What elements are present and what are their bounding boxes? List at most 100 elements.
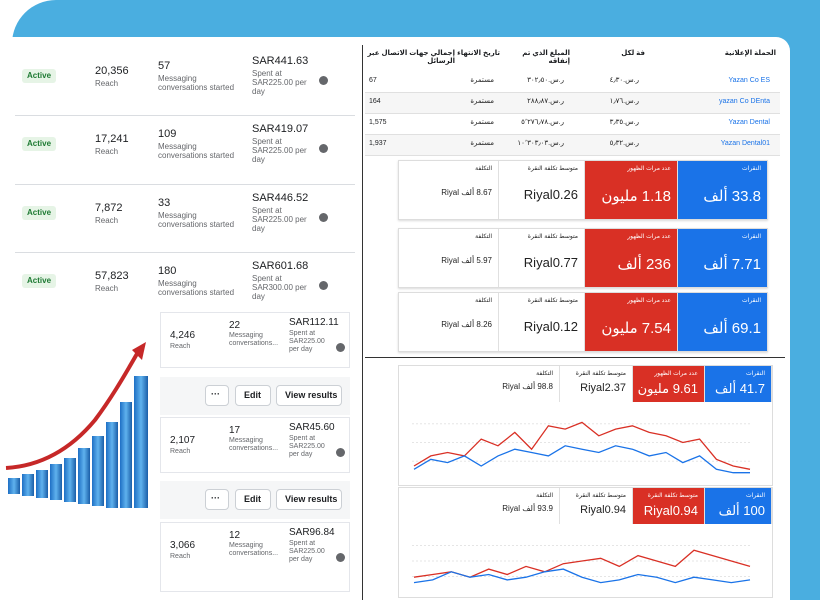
metric-label: متوسط تكلفة النقرة [647, 493, 698, 499]
view-results-label: View results [285, 494, 338, 504]
metric-value: 236 ألف [617, 256, 671, 273]
info-icon[interactable] [319, 76, 328, 85]
table-row [365, 72, 780, 93]
metric-label: النقرات [742, 298, 761, 304]
metric-label: التكلفة [475, 234, 492, 240]
chart-panel [398, 487, 773, 598]
info-icon[interactable] [319, 281, 328, 290]
status-badge: Active [22, 206, 56, 220]
metric-clicks: النقرات 100 ألف [705, 488, 772, 524]
reach-label: Reach [170, 343, 191, 350]
metric-impr: عدد مرات الظهور 7.54 مليون [585, 293, 678, 351]
series-line [413, 421, 751, 470]
messages-label: Messaging conversations started [158, 74, 235, 93]
table-row [365, 135, 780, 156]
spent-value: SAR446.52 [252, 192, 309, 204]
table-cell: 164 [369, 98, 381, 105]
budget: Spent at SAR300.00 per day [252, 274, 307, 302]
campaign-link: Yazan Co ES [728, 77, 770, 84]
reach-value: 17,241 [95, 133, 129, 145]
reach-label: Reach [95, 284, 119, 293]
table-cell: 67 [369, 77, 377, 84]
metric-impr: عدد مرات الظهور 236 ألف [585, 229, 678, 287]
metric-label: متوسط تكلفة النقرة [575, 493, 626, 499]
growth-illustration [5, 342, 148, 508]
metric-value: 93.9 ألف Riyal [502, 504, 553, 513]
reach-label: Reach [170, 553, 191, 560]
table-cell: ر.س.٥٫٣٢ [609, 140, 639, 147]
reach-value: 2,107 [170, 435, 196, 446]
budget: Spent at SAR225.00 per day [289, 330, 325, 354]
row-separator [15, 184, 355, 185]
metric-value: Riyal0.77 [523, 255, 578, 270]
metric-value: 41.7 ألف [715, 381, 765, 396]
messages-label: Messaging conversations... [229, 437, 279, 453]
more-button[interactable]: ··· [205, 385, 229, 406]
table-cell: ر.س.٢٨٨٫٨٧ [527, 98, 564, 105]
budget: Spent at SAR225.00 per day [252, 137, 307, 165]
metric-label: عدد مرات الظهور [627, 166, 671, 172]
view-results-label: View results [285, 390, 338, 400]
edit-button[interactable]: Edit [235, 489, 271, 510]
table-cell: مستمرة [470, 98, 494, 105]
campaign-link: yazan Co DEnta [719, 98, 770, 105]
table-cell: مستمرة [470, 77, 494, 84]
reach-label: Reach [95, 79, 119, 88]
table-cell: ر.س.٥٬٢٧٦٫٧٨ [521, 119, 564, 126]
metric-label: عدد مرات الظهور [654, 371, 698, 377]
series-line [413, 445, 750, 474]
metric-label: النقرات [746, 493, 765, 499]
table-cell: مستمرة [470, 140, 494, 147]
reach-value: 57,823 [95, 270, 129, 282]
info-icon[interactable] [319, 144, 328, 153]
table-header-cell: إجمالي جهات الاتصال عبر الرسائل [367, 50, 455, 66]
budget: Spent at SAR225.00 per day [289, 540, 325, 564]
metric-value: 33.8 ألف [703, 188, 761, 205]
status-badge: Active [22, 274, 56, 288]
metric-label: عدد مرات الظهور [627, 298, 671, 304]
spent-value: SAR441.63 [252, 55, 309, 67]
table-cell: ر.س.٣٠٢٫٥٠ [527, 77, 564, 84]
reach-value: 4,246 [170, 330, 196, 341]
info-icon[interactable] [336, 343, 345, 352]
metric-label: التكلفة [475, 166, 492, 172]
info-icon[interactable] [336, 553, 345, 562]
spent-value: SAR112.11 [289, 317, 339, 328]
table-row [365, 93, 780, 114]
table-cell: ر.س.٣٫٣٥ [609, 119, 639, 126]
metric-value: Riyal0.94 [643, 503, 698, 518]
metric-value: Riyal0.26 [523, 187, 578, 202]
info-icon[interactable] [336, 448, 345, 457]
metric-value: 8.67 ألف Riyal [441, 188, 492, 197]
metric-value: 1.18 مليون [601, 188, 671, 205]
budget: Spent at SAR225.00 per day [252, 206, 307, 234]
row-separator [15, 252, 355, 253]
view-results-button[interactable]: View results [276, 385, 342, 406]
budget: Spent at SAR225.00 per day [252, 69, 307, 97]
messages-label: Messaging conversations... [229, 542, 279, 558]
metric-label: متوسط تكلفة النقرة [575, 371, 626, 377]
sub-row [160, 312, 350, 368]
table-header-cell: فة لكل [621, 50, 645, 57]
sub-row [160, 417, 350, 473]
metric-label: متوسط تكلفة النقرة [527, 166, 578, 172]
edit-label: Edit [244, 390, 261, 400]
table-cell: ر.س.٤٫٣٠ [609, 77, 639, 84]
messages-value: 22 [229, 320, 241, 331]
messages-label: Messaging conversations started [158, 142, 235, 161]
metric-value: 7.54 مليون [601, 320, 671, 337]
status: Active [27, 208, 52, 217]
view-results-button[interactable]: View results [276, 489, 342, 510]
metric-label: النقرات [746, 371, 765, 377]
messages-label: Messaging conversations... [229, 332, 279, 348]
edit-button[interactable]: Edit [235, 385, 271, 406]
row-separator [15, 115, 355, 116]
more-button[interactable]: ··· [205, 489, 229, 510]
metric-label: التكلفة [536, 493, 553, 499]
table-cell: ر.س.١٫٧٦ [609, 98, 639, 105]
metric-impr: عدد مرات الظهور 9.61 مليون [633, 366, 705, 402]
info-icon[interactable] [319, 213, 328, 222]
metric-value: 8.26 ألف Riyal [441, 320, 492, 329]
